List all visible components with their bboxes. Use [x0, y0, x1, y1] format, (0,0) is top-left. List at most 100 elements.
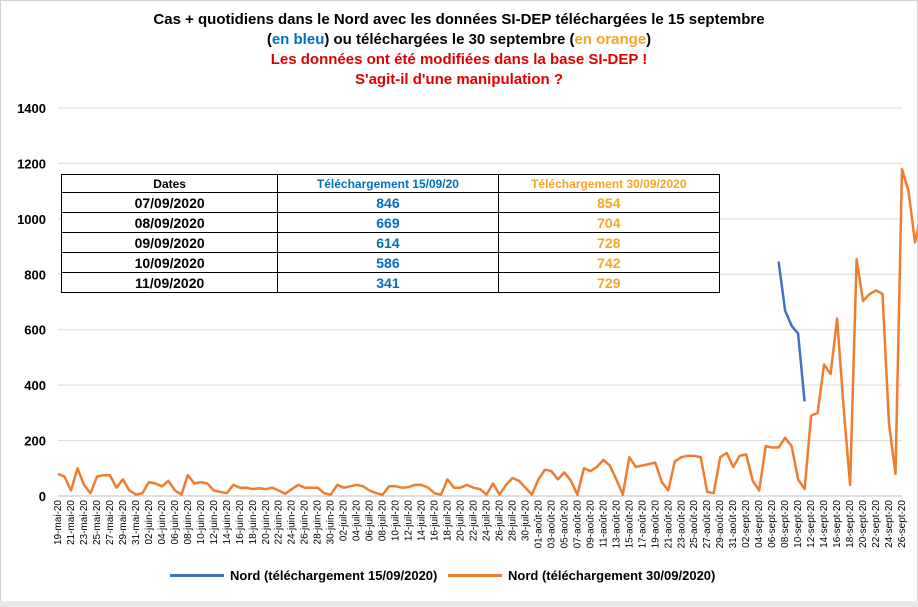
x-tick-label: 08-sept-20 [780, 500, 791, 548]
x-tick-label: 12-juin-20 [209, 500, 220, 545]
x-tick-label: 02-juin-20 [144, 500, 155, 545]
series-lines [57, 167, 918, 496]
table-row: 11/09/2020 341 729 [60, 272, 721, 293]
y-tick-label: 400 [24, 378, 46, 393]
x-tick-label: 23-mai-20 [79, 500, 90, 545]
x-tick-label: 24-sept-20 [884, 500, 895, 548]
header-dates: Dates [60, 174, 279, 193]
x-tick-label: 25-août-20 [689, 500, 700, 549]
x-tick-label: 20-juin-20 [261, 500, 272, 545]
x-tick-label: 20-sept-20 [858, 500, 869, 548]
x-tick-label: 26-juil-20 [494, 500, 505, 542]
legend-swatch-orange [448, 574, 502, 577]
row-value-30: 704 [497, 212, 721, 233]
x-tick-label: 12-sept-20 [806, 500, 817, 548]
table-row: 10/09/2020 586 742 [60, 252, 721, 273]
x-tick-label: 26-juin-20 [300, 500, 311, 545]
y-tick-label: 800 [24, 267, 46, 282]
row-value-15: 669 [277, 212, 499, 233]
x-tick-label: 18-juin-20 [248, 500, 259, 545]
x-tick-label: 06-sept-20 [767, 500, 778, 548]
x-tick-label: 29-mai-20 [118, 500, 129, 545]
x-tick-label: 23-août-20 [676, 500, 687, 549]
x-tick-label: 24-juil-20 [481, 500, 492, 542]
header-download-30: Téléchargement 30/09/2020 [497, 174, 721, 193]
x-tick-label: 18-sept-20 [845, 500, 856, 548]
x-tick-label: 17-août-20 [637, 500, 648, 549]
x-tick-label: 27-août-20 [702, 500, 713, 549]
x-tick-label: 30-juil-20 [520, 500, 531, 542]
title-line-2: (en bleu) ou téléchargées le 30 septembr… [0, 30, 918, 50]
row-date: 11/09/2020 [60, 272, 279, 293]
title-blue-text: en bleu [271, 31, 325, 48]
grid-lines [58, 107, 902, 497]
y-tick-label: 1400 [17, 101, 46, 116]
comparison-table: Dates Téléchargement 15/09/20 Télécharge… [60, 174, 721, 293]
row-value-15: 846 [277, 192, 499, 213]
x-tick-label: 04-juin-20 [157, 500, 168, 545]
x-tick-label: 22-juin-20 [274, 500, 285, 545]
x-tick-label: 06-juin-20 [170, 500, 181, 545]
table-row: 08/09/2020 669 704 [60, 212, 721, 233]
title-line-2-mid: ) ou téléchargées le 30 septembre ( [324, 31, 575, 48]
row-value-15: 341 [277, 272, 499, 293]
x-tick-label: 12-juil-20 [404, 500, 415, 542]
y-axis-ticks: 0 200 400 600 800 1000 1200 1400 [17, 101, 46, 504]
legend-swatch-blue [170, 574, 224, 577]
row-value-30: 729 [497, 272, 721, 293]
x-tick-label: 21-mai-20 [66, 500, 77, 545]
table-row: 07/09/2020 846 854 [60, 192, 721, 213]
x-tick-label: 25-mai-20 [92, 500, 103, 545]
legend-item-orange: Nord (téléchargement 30/09/2020) [448, 568, 715, 583]
chart-titles: Cas + quotidiens dans le Nord avec les d… [0, 10, 918, 90]
x-tick-label: 02-sept-20 [741, 500, 752, 548]
legend-label-blue: Nord (téléchargement 15/09/2020) [230, 568, 438, 583]
x-tick-label: 10-sept-20 [793, 500, 804, 548]
row-value-30: 742 [497, 252, 721, 273]
title-line-3: Les données ont été modifiées dans la ba… [270, 51, 648, 68]
legend-item-blue: Nord (téléchargement 15/09/2020) [170, 568, 437, 583]
x-tick-label: 02-juil-20 [339, 500, 350, 542]
legend-label-orange: Nord (téléchargement 30/09/2020) [508, 568, 716, 583]
row-value-15: 586 [277, 252, 499, 273]
x-tick-label: 28-juin-20 [313, 500, 324, 545]
x-tick-label: 08-juil-20 [378, 500, 389, 542]
x-tick-label: 16-juin-20 [235, 500, 246, 545]
x-tick-label: 20-juil-20 [456, 500, 467, 542]
x-tick-label: 24-juin-20 [287, 500, 298, 545]
x-tick-label: 19-août-20 [650, 500, 661, 549]
x-tick-label: 03-août-20 [546, 500, 557, 549]
x-tick-label: 06-juil-20 [365, 500, 376, 542]
table-row: 09/09/2020 614 728 [60, 232, 721, 253]
row-date: 09/09/2020 [60, 232, 279, 253]
x-tick-label: 31-août-20 [728, 500, 739, 549]
bottom-scroll-strip [0, 601, 918, 607]
y-tick-label: 200 [24, 434, 46, 449]
table-header-row: Dates Téléchargement 15/09/20 Télécharge… [60, 174, 721, 193]
x-tick-label: 15-août-20 [624, 500, 635, 549]
x-tick-label: 09-août-20 [585, 500, 596, 549]
row-value-15: 614 [277, 232, 499, 253]
y-tick-label: 0 [39, 489, 46, 504]
x-tick-label: 14-sept-20 [819, 500, 830, 548]
series-line-download-30 [57, 167, 918, 496]
x-tick-label: 26-sept-20 [897, 500, 908, 548]
x-tick-label: 04-juil-20 [352, 500, 363, 542]
y-tick-label: 1000 [17, 212, 46, 227]
title-line-1: Cas + quotidiens dans le Nord avec les d… [153, 11, 765, 28]
series-line-download-15 [777, 261, 806, 402]
x-tick-label: 27-mai-20 [105, 500, 116, 545]
x-tick-label: 30-juin-20 [326, 500, 337, 545]
x-tick-label: 04-sept-20 [754, 500, 765, 548]
x-tick-label: 01-août-20 [533, 500, 544, 549]
x-tick-label: 16-juil-20 [430, 500, 441, 542]
x-tick-label: 22-juil-20 [469, 500, 480, 542]
x-tick-label: 18-juil-20 [443, 500, 454, 542]
x-tick-label: 05-août-20 [559, 500, 570, 549]
row-date: 10/09/2020 [60, 252, 279, 273]
header-download-15: Téléchargement 15/09/20 [277, 174, 499, 193]
title-line-2-open: ( [266, 31, 272, 48]
x-tick-label: 21-août-20 [663, 500, 674, 549]
